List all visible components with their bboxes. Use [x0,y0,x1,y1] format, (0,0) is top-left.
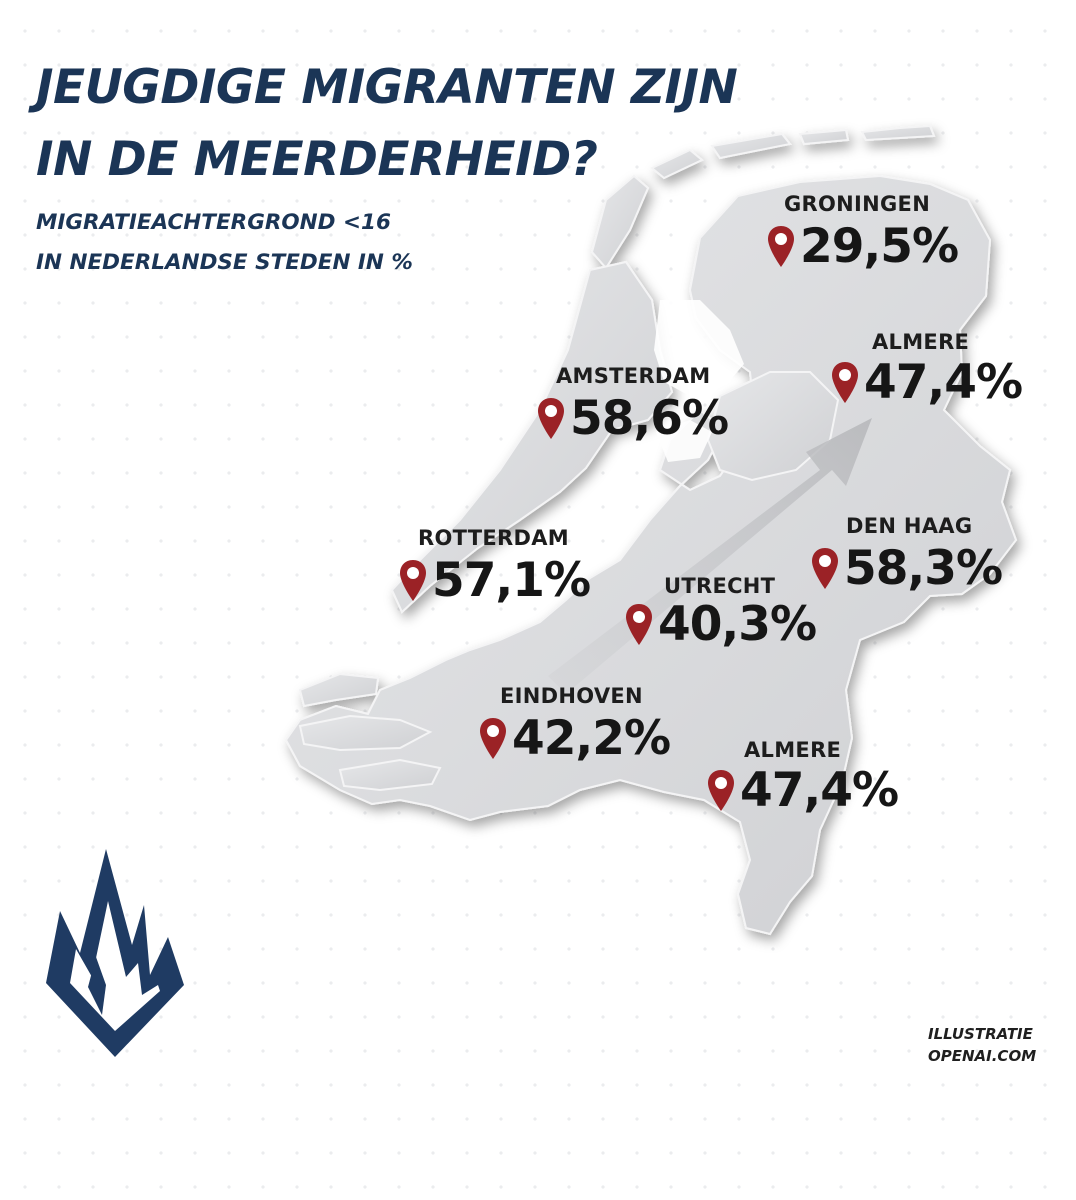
city-label-amsterdam: AMSTERDAM [556,364,711,388]
city-label-almere-bottom: ALMERE [744,738,842,762]
city-value-almere-bottom: 47,4% [740,763,899,818]
map-pin-icon [480,718,506,759]
city-value-groningen: 29,5% [800,219,959,274]
city-marker-eindhoven: 42,2% [478,711,671,766]
island-vlieland [650,148,704,180]
title-line-2: IN DE MEERDERHEID? [36,132,598,187]
page-title: JEUGDIGE MIGRANTEN ZIJN IN DE MEERDERHEI… [36,52,738,196]
city-marker-rotterdam: 57,1% [398,553,591,608]
city-label-groningen: GRONINGEN [784,192,931,216]
island-zeeland-2 [298,714,433,752]
city-marker-utrecht: 40,3% [624,597,817,652]
map-pin-icon [768,226,794,267]
image-credit: ILLUSTRATIE OPENAI.COM [928,1023,1036,1067]
city-value-almere-top: 47,4% [864,355,1023,410]
map-pin-icon [400,560,426,601]
city-value-amsterdam: 58,6% [570,391,729,446]
island-terschelling [710,132,792,160]
city-value-utrecht: 40,3% [658,597,817,652]
city-marker-almere-bottom: 47,4% [706,763,899,818]
city-value-rotterdam: 57,1% [432,553,591,608]
map-pin-icon [832,362,858,403]
city-marker-almere-top: 47,4% [830,355,1023,410]
flame-logo [46,849,184,1057]
city-value-eindhoven: 42,2% [512,711,671,766]
markermeer [656,420,712,462]
subtitle-line-2: IN NEDERLANDSE STEDEN IN % [36,250,413,275]
city-marker-groningen: 29,5% [766,219,959,274]
map-pin-icon [812,548,838,589]
subtitle-line-1: MIGRATIEACHTERGROND <16 [36,210,391,235]
city-label-eindhoven: EINDHOVEN [500,684,643,708]
map-pin-icon [708,770,734,811]
city-value-den-haag: 58,3% [844,541,1003,596]
credit-line-2: OPENAI.COM [928,1047,1037,1065]
ijsselmeer [654,300,744,396]
map-pin-icon [538,398,564,439]
city-marker-amsterdam: 58,6% [536,391,729,446]
title-line-1: JEUGDIGE MIGRANTEN ZIJN [36,60,738,115]
map-pin-icon [626,604,652,645]
city-label-almere-top: ALMERE [872,330,970,354]
island-zeeland-1 [298,672,380,708]
island-ameland [798,128,850,146]
city-marker-den-haag: 58,3% [810,541,1003,596]
city-label-den-haag: DEN HAAG [846,514,973,538]
credit-line-1: ILLUSTRATIE [928,1025,1033,1043]
subtitle: MIGRATIEACHTERGROND <16 IN NEDERLANDSE S… [36,203,413,283]
city-label-rotterdam: ROTTERDAM [418,526,569,550]
city-label-utrecht: UTRECHT [664,574,776,598]
island-zeeland-3 [338,758,442,792]
island-schiermonnikoog [860,124,936,142]
